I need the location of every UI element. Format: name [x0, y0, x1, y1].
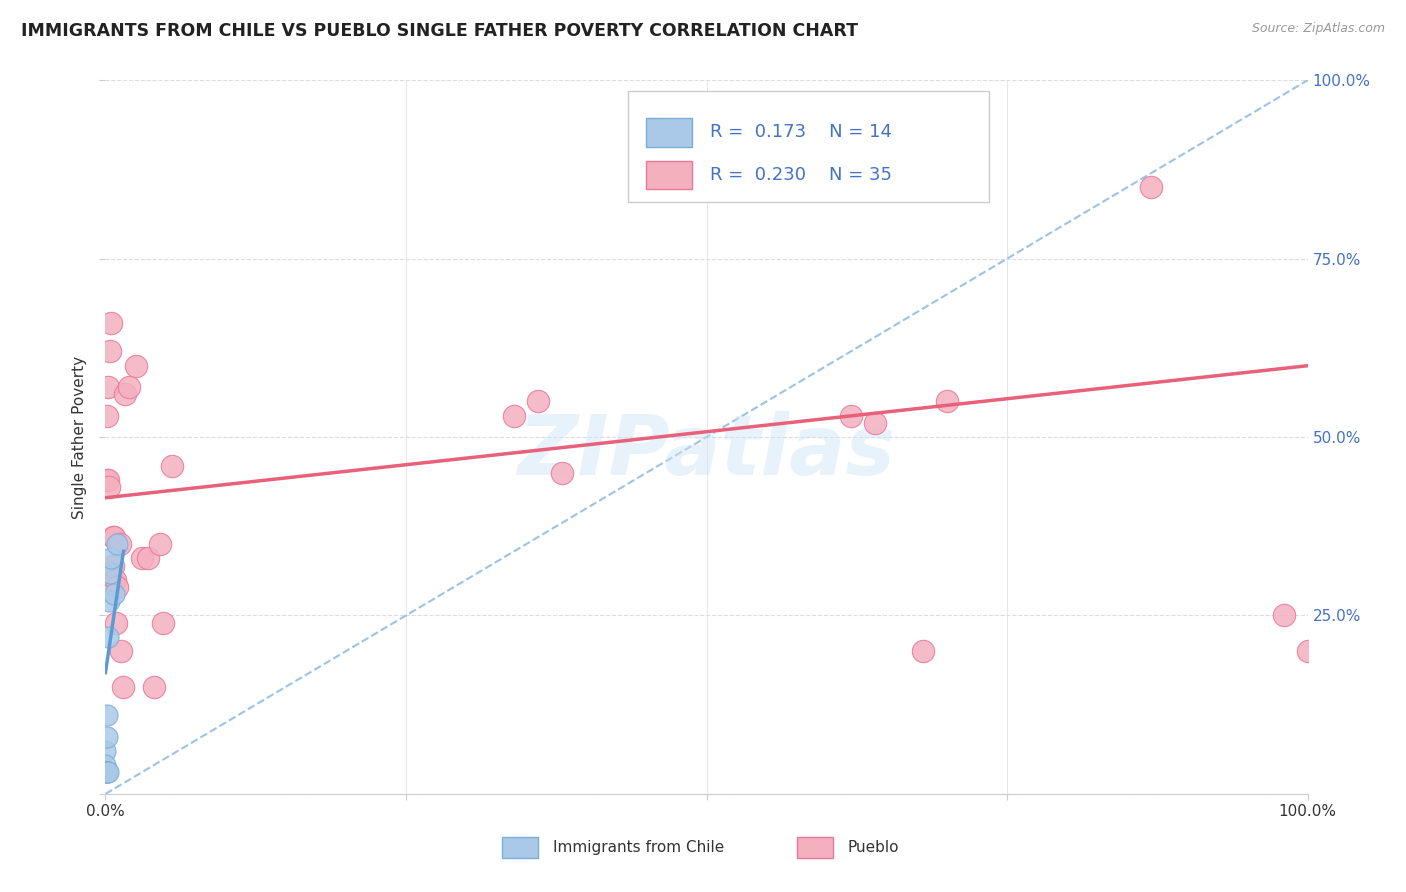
Point: [112, 680, 135, 694]
Text: Pueblo: Pueblo: [848, 840, 898, 855]
Point: [105, 615, 128, 630]
Point: [97, 765, 120, 780]
Point: [108, 537, 131, 551]
Point: [98, 594, 121, 608]
Point: [142, 680, 165, 694]
Point: [107, 537, 129, 551]
Point: [103, 530, 125, 544]
Text: R =  0.230    N = 35: R = 0.230 N = 35: [710, 166, 893, 184]
Point: [98, 480, 121, 494]
Point: [131, 551, 153, 566]
Point: [107, 580, 129, 594]
Point: [103, 587, 125, 601]
FancyBboxPatch shape: [628, 91, 988, 202]
Point: [96, 409, 118, 423]
Bar: [647, 118, 692, 146]
Point: [94, 744, 117, 758]
Bar: [502, 837, 538, 858]
Point: [503, 409, 526, 423]
Point: [97, 630, 120, 644]
Point: [160, 458, 183, 473]
Point: [101, 558, 124, 573]
Point: [110, 644, 132, 658]
Point: [96, 765, 118, 780]
Text: Source: ZipAtlas.com: Source: ZipAtlas.com: [1251, 22, 1385, 36]
Point: [97, 473, 120, 487]
Y-axis label: Single Father Poverty: Single Father Poverty: [72, 356, 87, 518]
Point: [136, 551, 159, 566]
Text: Immigrants from Chile: Immigrants from Chile: [553, 840, 724, 855]
Point: [1272, 608, 1295, 623]
Point: [936, 394, 959, 409]
Point: [94, 765, 117, 780]
Point: [96, 708, 118, 723]
Point: [1140, 180, 1163, 194]
Point: [96, 473, 118, 487]
Point: [527, 394, 550, 409]
Point: [96, 730, 118, 744]
Point: [863, 416, 886, 430]
Point: [152, 615, 174, 630]
Point: [100, 551, 122, 566]
Point: [104, 573, 127, 587]
Text: ZIPatlas: ZIPatlas: [517, 411, 896, 491]
Point: [1296, 644, 1319, 658]
Point: [118, 380, 141, 394]
Bar: [647, 161, 692, 189]
Point: [100, 316, 122, 330]
Point: [551, 466, 574, 480]
Point: [114, 387, 136, 401]
Point: [94, 758, 117, 772]
Point: [98, 566, 121, 580]
Bar: [797, 837, 832, 858]
Point: [839, 409, 862, 423]
Point: [101, 530, 124, 544]
Point: [97, 380, 120, 394]
Point: [124, 359, 146, 373]
Point: [911, 644, 934, 658]
Text: IMMIGRANTS FROM CHILE VS PUEBLO SINGLE FATHER POVERTY CORRELATION CHART: IMMIGRANTS FROM CHILE VS PUEBLO SINGLE F…: [21, 22, 858, 40]
Point: [98, 344, 121, 359]
Point: [148, 537, 170, 551]
Point: [96, 765, 118, 780]
Text: R =  0.173    N = 14: R = 0.173 N = 14: [710, 123, 893, 141]
